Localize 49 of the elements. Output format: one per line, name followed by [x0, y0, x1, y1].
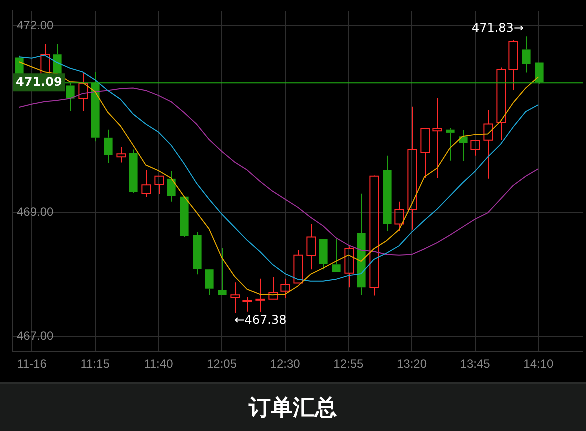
candlestick: [129, 149, 138, 194]
candlestick: [180, 196, 189, 238]
candlestick: [522, 36, 531, 74]
y-tick-label: 467.00: [17, 329, 54, 344]
candlestick: [344, 246, 354, 288]
x-tick-label: 13:45: [460, 357, 491, 372]
candlestick: [280, 278, 290, 299]
candlestick: [294, 250, 304, 284]
annotation: 471.83→: [472, 20, 524, 35]
candlestick: [508, 40, 518, 91]
candlestick: [78, 72, 88, 112]
x-tick-label: 11-16: [17, 357, 48, 372]
candlestick: [383, 155, 392, 232]
candlestick: [167, 170, 176, 202]
candlestick: [218, 248, 227, 296]
candlestick: [357, 193, 366, 296]
x-tick-label: 11:40: [144, 357, 174, 372]
y-tick-label: 472.00: [17, 18, 54, 32]
annotation: ←467.38: [234, 313, 287, 328]
candlestick: [268, 276, 278, 300]
candlestick: [256, 278, 266, 313]
y-tick-label: 469.00: [17, 204, 54, 219]
text: 订单汇总: [0, 382, 586, 431]
x-tick-label: 12:30: [270, 357, 301, 372]
candlestick: [242, 297, 252, 312]
candlestick: [104, 129, 113, 164]
candlestick: [332, 238, 341, 272]
x-tick-label: 13:20: [396, 357, 428, 372]
candlestick: [420, 128, 430, 179]
candlestick: [459, 130, 468, 162]
candlestick: [193, 232, 202, 276]
candlestick: [142, 170, 152, 198]
candlestick: [496, 67, 506, 141]
x-tick-label: 11:15: [80, 357, 110, 372]
candlestick: [116, 146, 126, 164]
candlestick: [66, 82, 75, 112]
candlestick: [432, 98, 442, 179]
x-tick-label: 12:05: [206, 357, 238, 372]
candlestick: [470, 140, 480, 156]
candlestick: [306, 224, 316, 270]
x-tick-label: 12:55: [334, 357, 364, 372]
ref-line-label: 471.09: [16, 74, 62, 89]
candlestick: [154, 176, 164, 195]
candlestick: [484, 109, 494, 180]
candlestick: [446, 127, 455, 162]
candlestick: [91, 72, 100, 142]
x-tick-label: 14:10: [524, 357, 554, 372]
candlestick: [394, 201, 404, 232]
candlestick: [230, 282, 240, 314]
